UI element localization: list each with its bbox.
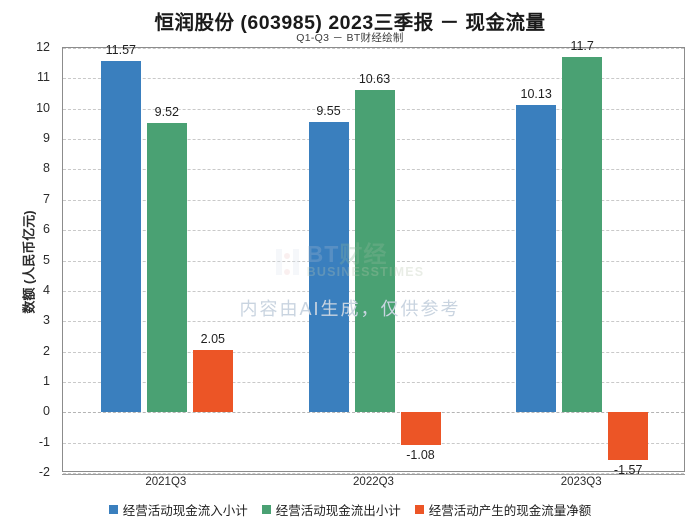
bar[interactable]: 10.13 xyxy=(516,48,557,471)
bar-rect[interactable] xyxy=(100,61,141,413)
bar[interactable]: -1.08 xyxy=(400,48,441,471)
bar-value-label: 10.63 xyxy=(358,71,391,86)
bar-value-label: -1.57 xyxy=(613,462,643,477)
y-tick-label: 2 xyxy=(43,343,50,358)
bar-rect[interactable] xyxy=(516,104,557,413)
x-axis: 2021Q3 2022Q3 2023Q3 xyxy=(62,474,685,496)
y-tick-label: 12 xyxy=(36,40,50,54)
y-tick-label: 7 xyxy=(43,191,50,206)
y-tick-label: 5 xyxy=(43,252,50,267)
bar-rect[interactable] xyxy=(608,412,649,460)
x-tick-label: 2022Q3 xyxy=(353,476,394,488)
bar-group: 9.55 10.63 -1.08 xyxy=(308,48,441,471)
bar-group: 11.57 9.52 2.05 xyxy=(100,43,233,471)
y-tick-label: -1 xyxy=(38,434,50,449)
y-tick-label: -2 xyxy=(38,465,50,479)
legend-swatch-icon xyxy=(261,504,271,514)
x-tick-label: 2023Q3 xyxy=(560,476,602,488)
bar[interactable]: 2.05 xyxy=(192,48,233,471)
bar[interactable]: 10.63 xyxy=(354,48,395,471)
bar-value-label: 9.55 xyxy=(316,104,341,119)
bar-value-label: 11.7 xyxy=(570,39,594,54)
y-tick-label: 1 xyxy=(43,373,50,388)
bar[interactable]: 11.57 xyxy=(100,43,141,471)
bar-value-label: 10.13 xyxy=(520,86,552,101)
legend-swatch-icon xyxy=(414,504,424,514)
bar-value-label: 9.52 xyxy=(154,105,179,120)
y-axis-tick-labels: -2 -1 0 1 2 3 4 5 6 7 8 9 10 11 12 xyxy=(0,40,58,479)
page-title: 恒润股份 (603985) 2023三季报 － 现金流量 xyxy=(154,12,546,34)
bar[interactable]: -1.57 xyxy=(608,48,649,477)
bar-rect[interactable] xyxy=(308,122,349,413)
x-tick-label: 2021Q3 xyxy=(145,476,187,488)
y-tick-label: 10 xyxy=(36,100,50,115)
y-tick-label: 4 xyxy=(43,282,50,297)
chart-legend: 经营活动现金流入小计 经营活动现金流出小计 经营活动产生的现金流量净额 xyxy=(0,498,700,520)
y-tick-label: 11 xyxy=(37,70,50,85)
legend-item[interactable]: 经营活动现金流入小计 xyxy=(108,500,248,519)
x-axis-line xyxy=(62,474,685,475)
legend-swatch-icon xyxy=(108,504,118,514)
legend-label: 经营活动现金流入小计 xyxy=(122,503,248,518)
bar-rect[interactable] xyxy=(146,123,187,413)
bar-value-label: 2.05 xyxy=(200,332,225,347)
bar-group: 10.13 11.7 -1.57 xyxy=(516,39,649,477)
legend-item[interactable]: 经营活动现金流出小计 xyxy=(261,500,401,519)
y-tick-label: 8 xyxy=(43,161,50,176)
bar[interactable]: 9.52 xyxy=(146,48,187,471)
legend-label: 经营活动产生的现金流量净额 xyxy=(428,503,592,518)
bar-rect[interactable] xyxy=(192,350,233,413)
y-tick-label: 0 xyxy=(43,404,50,419)
y-tick-label: 9 xyxy=(43,131,50,146)
legend-label: 经营活动现金流出小计 xyxy=(275,503,401,518)
bar-rect[interactable] xyxy=(354,89,395,413)
bar-value-label: -1.08 xyxy=(406,448,435,463)
bar-rect[interactable] xyxy=(562,57,603,413)
bar-rect[interactable] xyxy=(400,412,441,446)
plot-area: 11.57 9.52 2.05 9.55 10.63 -1.08 10.13 11.7 -1.5… xyxy=(62,39,685,477)
y-tick-label: 3 xyxy=(43,313,50,328)
legend-item[interactable]: 经营活动产生的现金流量净额 xyxy=(414,500,592,519)
bar-series-container: 11.57 9.52 2.05 9.55 10.63 -1.08 10.13 11.7 -1.5… xyxy=(63,39,684,477)
bar[interactable]: 9.55 xyxy=(308,48,349,471)
y-tick-label: 6 xyxy=(43,222,50,237)
bar[interactable]: 11.7 xyxy=(562,39,603,471)
chart-subtitle: Q1-Q3 － BT财经绘制 xyxy=(296,32,404,44)
bar-value-label: 11.57 xyxy=(105,43,137,58)
